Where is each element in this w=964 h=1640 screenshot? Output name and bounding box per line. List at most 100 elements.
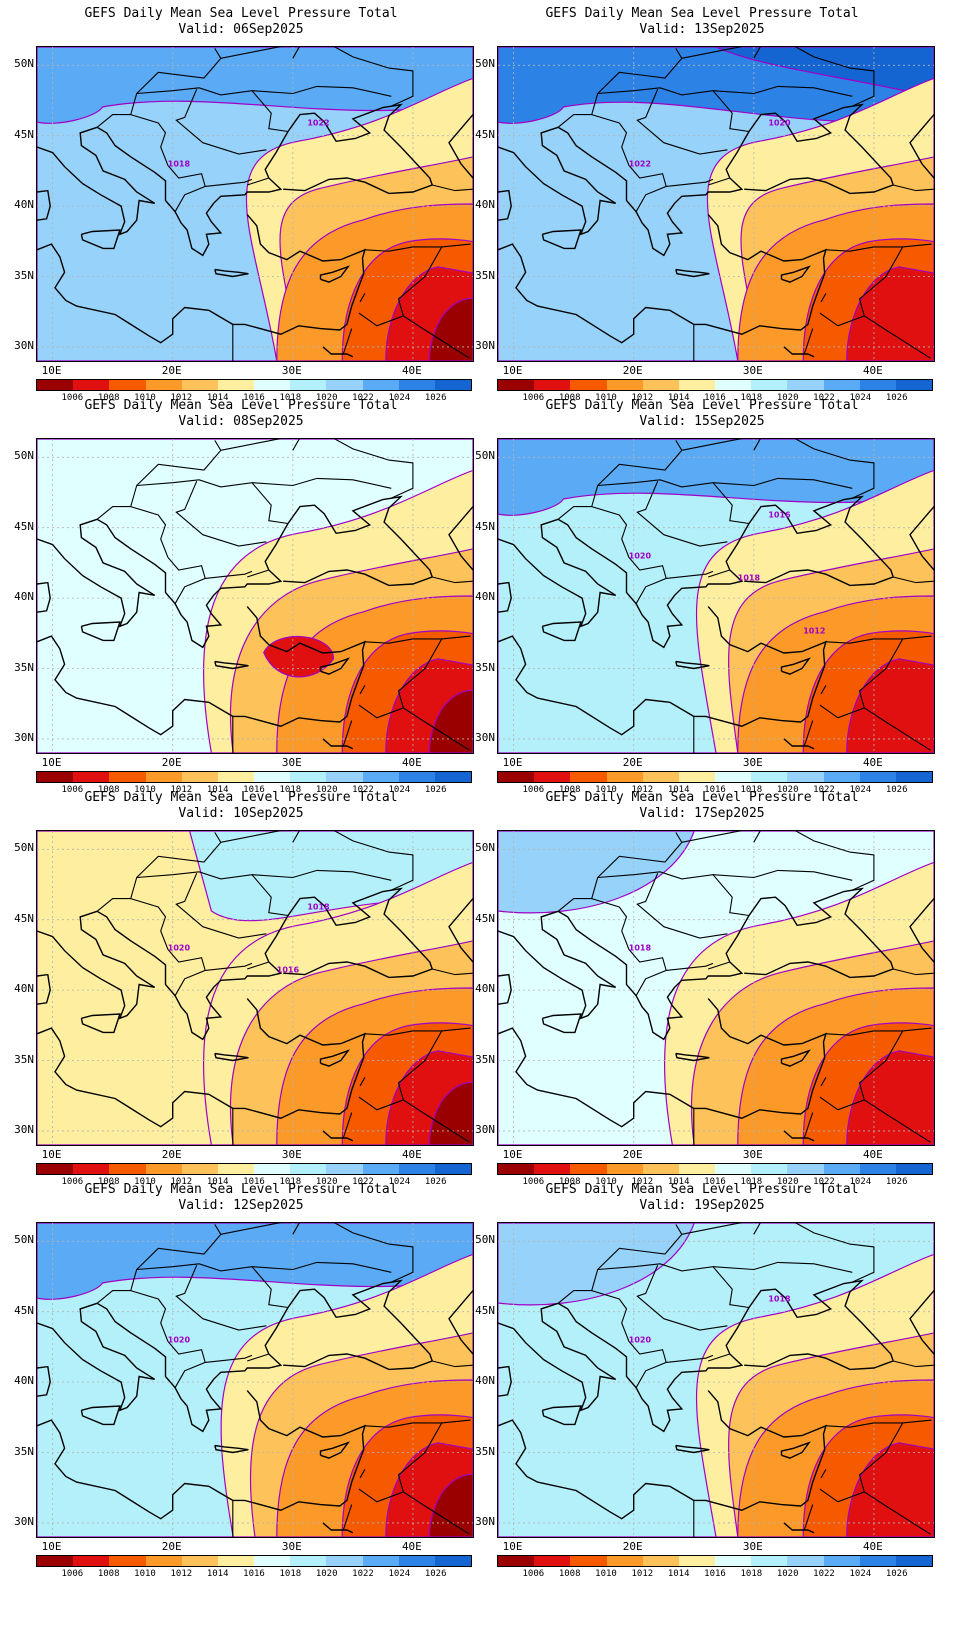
- colorbar-swatch: [606, 772, 643, 782]
- colorbar-swatch: [290, 380, 327, 390]
- colorbar: [497, 771, 933, 783]
- colorbar-swatch: [434, 380, 472, 390]
- country-border: [636, 1264, 728, 1331]
- country-border: [819, 246, 904, 327]
- colorbar-level-label: 1026: [424, 1569, 447, 1579]
- colorbar-swatch: [751, 380, 788, 390]
- pressure-contour-fill: [846, 658, 934, 753]
- country-border: [864, 1491, 931, 1535]
- latitude-tick-label: 45N: [14, 519, 34, 533]
- latitude-tick-label: 50N: [14, 1233, 34, 1247]
- country-border: [591, 898, 667, 996]
- latitude-tick-label: 40N: [475, 982, 495, 996]
- latitude-tick-label: 50N: [475, 449, 495, 463]
- pressure-contour-fill: [846, 1050, 934, 1145]
- country-border: [893, 1360, 934, 1368]
- coastline: [557, 887, 895, 1041]
- map-panel: GEFS Daily Mean Sea Level Pressure Total…: [0, 392, 482, 802]
- longitude-tick-label: 40E: [401, 756, 422, 769]
- colorbar-level-label: 1010: [134, 393, 156, 403]
- latitude-tick-label: 40N: [475, 590, 495, 604]
- colorbar-swatch: [145, 1556, 182, 1566]
- country-border: [636, 872, 728, 939]
- colorbar-level-label: 1006: [522, 393, 545, 403]
- colorbar-level-label: 1024: [849, 1569, 872, 1579]
- colorbar-level-label: 1024: [388, 1177, 411, 1187]
- colorbar: [36, 1555, 472, 1567]
- country-border: [364, 1419, 471, 1428]
- colorbar-swatch: [217, 380, 255, 390]
- coastline: [909, 506, 934, 571]
- colorbar-swatch: [787, 380, 824, 390]
- latitude-tick-label: 50N: [14, 449, 34, 463]
- colorbar-swatch: [145, 1164, 182, 1174]
- colorbar-level-label: 1016: [243, 785, 265, 795]
- colorbar-swatch: [751, 1164, 788, 1174]
- colorbar-level-label: 1018: [740, 785, 763, 795]
- country-border: [292, 47, 300, 59]
- latitude-tick-label: 40N: [475, 198, 495, 212]
- colorbar-level-label: 1018: [279, 1569, 302, 1579]
- country-border: [130, 114, 206, 212]
- colorbar-swatch: [362, 772, 399, 782]
- country-border: [803, 1112, 814, 1139]
- colorbar-swatch: [181, 1164, 218, 1174]
- longitude-tick-label: 10E: [41, 1540, 62, 1553]
- pressure-contour-fill: [428, 297, 473, 361]
- coastline: [780, 657, 812, 675]
- coastline: [319, 657, 351, 675]
- colorbar-swatch: [895, 1164, 933, 1174]
- latitude-tick-label: 45N: [475, 1303, 495, 1317]
- country-border: [333, 439, 414, 499]
- country-border: [591, 1290, 667, 1388]
- isobar-label: 1020: [629, 551, 652, 560]
- country-border: [753, 439, 761, 451]
- country-border: [712, 869, 853, 881]
- country-border: [247, 1353, 269, 1362]
- longitude-tick-label: 40E: [401, 364, 422, 377]
- latitude-tick-label: 35N: [475, 1444, 495, 1458]
- colorbar-level-label: 1008: [97, 785, 120, 795]
- colorbar-level-label: 1022: [813, 1177, 835, 1187]
- longitude-tick-label: 10E: [41, 364, 62, 377]
- colorbar-swatch: [570, 380, 607, 390]
- country-border: [597, 479, 750, 525]
- country-border: [205, 570, 253, 579]
- country-border: [597, 87, 750, 133]
- colorbar-level-label: 1022: [352, 1177, 374, 1187]
- coastline: [37, 910, 156, 1020]
- country-border: [820, 1469, 827, 1479]
- colorbar-swatch: [434, 1164, 472, 1174]
- colorbar-swatch: [606, 1556, 643, 1566]
- latitude-tick-label: 35N: [475, 660, 495, 674]
- country-border: [820, 685, 827, 695]
- colorbar-swatch: [715, 380, 752, 390]
- colorbar-swatch: [362, 380, 399, 390]
- colorbar-swatch: [859, 1556, 896, 1566]
- coastline: [909, 1290, 934, 1355]
- coastline: [780, 1049, 812, 1067]
- isobar-label: 1018: [738, 573, 761, 582]
- coastline: [909, 898, 934, 963]
- country-border: [403, 707, 470, 751]
- panel-valid-date: Valid: 15Sep2025: [639, 414, 765, 429]
- coastline: [498, 581, 512, 613]
- panel-title: GEFS Daily Mean Sea Level Pressure Total: [545, 6, 859, 21]
- country-border: [359, 1077, 366, 1087]
- colorbar-swatch: [859, 1164, 896, 1174]
- country-border: [364, 243, 471, 252]
- colorbar-level-label: 1026: [424, 1177, 447, 1187]
- country-border: [820, 1077, 827, 1087]
- pressure-field-svg: 1020 1018: [498, 1223, 934, 1537]
- coastline: [780, 265, 812, 283]
- coastline: [37, 998, 366, 1128]
- country-border: [819, 1422, 904, 1503]
- longitude-tick-label: 20E: [622, 1540, 643, 1553]
- colorbar-level-label: 1010: [134, 785, 156, 795]
- latitude-tick-label: 35N: [14, 660, 34, 674]
- coastline: [214, 660, 249, 670]
- colorbar-level-label: 1018: [279, 1177, 302, 1187]
- colorbar-level-label: 1012: [170, 1569, 193, 1579]
- country-border: [893, 184, 934, 192]
- pressure-map: 1020: [36, 1222, 474, 1538]
